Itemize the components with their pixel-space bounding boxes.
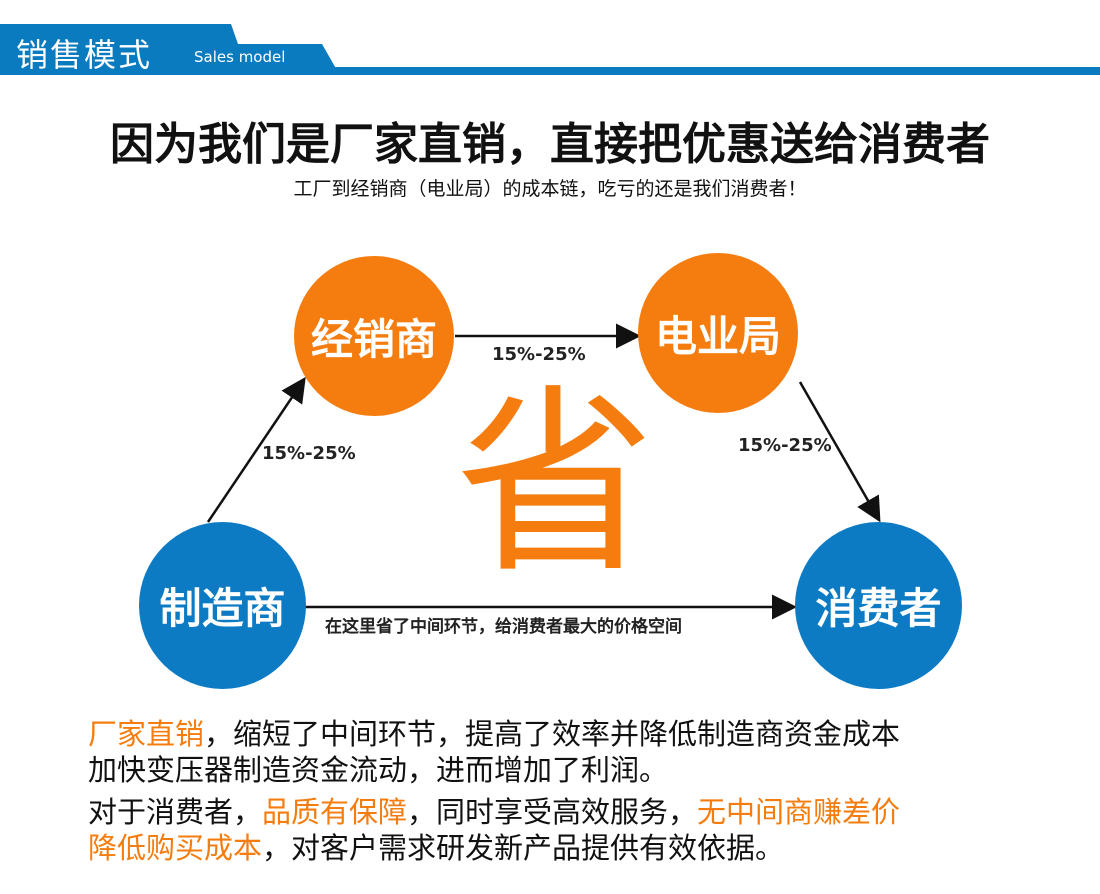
highlight-quality: 品质有保障 <box>262 795 408 829</box>
highlight-no-middleman: 无中间商赚差价 <box>697 795 901 829</box>
label-manufacturer-dealer: 15%-25% <box>262 443 356 464</box>
label-power-bureau-consumer: 15%-25% <box>738 435 832 456</box>
highlight-direct-sales: 厂家直销 <box>88 717 205 751</box>
arrow-manufacturer-dealer <box>206 376 306 523</box>
header-bar <box>0 67 1100 75</box>
node-power-bureau: 电业局 <box>638 253 798 413</box>
node-manufacturer: 制造商 <box>139 522 306 689</box>
header-subtitle: Sales model <box>194 48 286 66</box>
highlight-lower-cost: 降低购买成本 <box>88 831 263 865</box>
label-dealer-power-bureau: 15%-25% <box>492 344 586 365</box>
node-dealer: 经销商 <box>294 256 454 416</box>
paragraph-2-line-2: 降低购买成本，对客户需求研发新产品提供有效依据。 <box>88 830 784 866</box>
text: ，对客户需求研发新产品提供有效依据。 <box>262 831 785 865</box>
paragraph-1-line-1: 厂家直销，缩短了中间环节，提高了效率并降低制造商资金成本 <box>88 716 900 752</box>
paragraph-1-line-2: 加快变压器制造资金流动，进而增加了利润。 <box>88 753 669 787</box>
headline: 因为我们是厂家直销，直接把优惠送给消费者 <box>110 119 990 170</box>
text: ，缩短了中间环节，提高了效率并降低制造商资金成本 <box>204 717 901 751</box>
node-consumer: 消费者 <box>795 522 962 689</box>
header-title: 销售模式 <box>16 36 153 74</box>
subheadline: 工厂到经销商（电业局）的成本链，吃亏的还是我们消费者！ <box>293 178 807 200</box>
text: 对于消费者， <box>88 795 263 829</box>
paragraph-2-line-1: 对于消费者，品质有保障，同时享受高效服务，无中间商赚差价 <box>88 794 900 830</box>
arrow-power-bureau-consumer <box>798 381 881 523</box>
label-manufacturer-consumer: 在这里省了中间环节，给消费者最大的价格空间 <box>325 617 682 637</box>
text: ，同时享受高效服务， <box>407 795 698 829</box>
save-character: 省 <box>455 368 656 601</box>
